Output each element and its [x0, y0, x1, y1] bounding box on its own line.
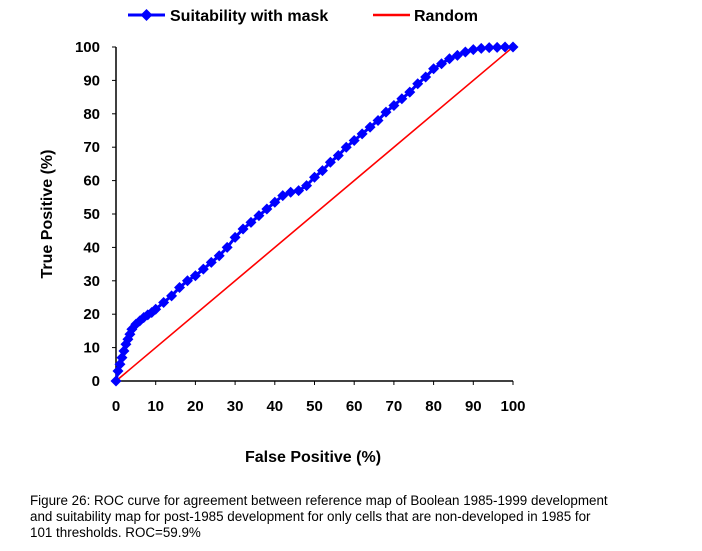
data-point-suitability-with-mask: [396, 93, 408, 105]
caption-line: 101 thresholds. ROC=59.9%: [30, 525, 201, 540]
legend-label-suitability: Suitability with mask: [170, 8, 328, 25]
data-point-suitability-with-mask: [245, 216, 257, 228]
data-point-suitability-with-mask: [269, 196, 281, 208]
data-point-suitability-with-mask: [158, 297, 170, 309]
data-point-suitability-with-mask: [459, 46, 471, 58]
x-tick-label: 70: [386, 398, 403, 415]
data-point-suitability-with-mask: [166, 290, 178, 302]
caption-line: Figure 26: ROC curve for agreement betwe…: [30, 493, 608, 508]
y-tick-label: 0: [92, 373, 100, 390]
x-tick-label: 90: [465, 398, 482, 415]
x-tick-label: 10: [147, 398, 164, 415]
data-point-suitability-with-mask: [467, 44, 479, 56]
y-tick-label: 60: [83, 173, 100, 190]
data-point-suitability-with-mask: [221, 241, 233, 253]
data-point-suitability-with-mask: [420, 71, 432, 83]
y-axis-title: True Positive (%): [39, 150, 56, 279]
data-point-suitability-with-mask: [491, 41, 503, 53]
data-point-suitability-with-mask: [301, 180, 313, 192]
y-tick-label: 10: [83, 340, 100, 357]
x-tick-label: 0: [112, 398, 120, 415]
data-point-suitability-with-mask: [443, 53, 455, 65]
data-point-suitability-with-mask: [499, 41, 511, 53]
data-point-suitability-with-mask: [507, 41, 519, 53]
data-point-suitability-with-mask: [197, 263, 209, 275]
series-line-random: [115, 46, 514, 382]
x-tick-label: 50: [306, 398, 323, 415]
x-tick-label: 60: [346, 398, 363, 415]
data-point-suitability-with-mask: [316, 165, 328, 177]
data-point-suitability-with-mask: [261, 203, 273, 215]
data-point-suitability-with-mask: [189, 270, 201, 282]
figure-caption: Figure 26: ROC curve for agreement betwe…: [30, 493, 695, 541]
data-point-suitability-with-mask: [237, 223, 249, 235]
data-point-suitability-with-mask: [150, 303, 162, 315]
data-point-suitability-with-mask: [372, 114, 384, 126]
legend-marker-suitability: [140, 9, 153, 21]
data-point-suitability-with-mask: [451, 49, 463, 61]
data-point-suitability-with-mask: [483, 42, 495, 54]
data-point-suitability-with-mask: [277, 190, 289, 202]
data-point-suitability-with-mask: [285, 186, 297, 198]
data-point-suitability-with-mask: [229, 231, 241, 243]
data-point-suitability-with-mask: [181, 275, 193, 287]
data-point-suitability-with-mask: [364, 121, 376, 133]
x-tick-label: 30: [227, 398, 244, 415]
x-tick-label: 80: [425, 398, 442, 415]
series-layer: [110, 41, 519, 387]
data-point-suitability-with-mask: [436, 58, 448, 70]
y-tick-label: 20: [83, 306, 100, 323]
legend-label-random: Random: [414, 8, 478, 25]
data-point-suitability-with-mask: [475, 42, 487, 54]
data-point-suitability-with-mask: [332, 150, 344, 162]
y-tick-label: 70: [83, 139, 100, 156]
y-tick-label: 50: [83, 206, 100, 223]
x-axis-title: False Positive (%): [245, 449, 381, 466]
caption-line: and suitability map for post-1985 develo…: [30, 509, 591, 524]
y-tick-label: 90: [83, 72, 100, 89]
data-point-suitability-with-mask: [340, 141, 352, 153]
data-point-suitability-with-mask: [348, 135, 360, 147]
data-point-suitability-with-mask: [309, 171, 320, 183]
data-point-suitability-with-mask: [324, 156, 336, 168]
legend: Suitability with mask Random: [128, 8, 478, 25]
data-point-suitability-with-mask: [253, 210, 265, 222]
y-tick-label: 30: [83, 273, 100, 290]
data-point-suitability-with-mask: [380, 106, 392, 118]
data-point-suitability-with-mask: [213, 250, 225, 262]
y-tick-label: 40: [83, 239, 100, 256]
axis-ticks: 0 10 20 30 40 50 60 70 80 90 100 0 10 20 30 40 50 60 70 80 9…: [75, 39, 526, 415]
roc-chart: Suitability with mask Random 0 10 20 30 40 50…: [39, 8, 526, 466]
y-tick-label: 100: [75, 39, 100, 56]
data-point-suitability-with-mask: [205, 256, 217, 268]
data-point-suitability-with-mask: [174, 281, 186, 293]
data-point-suitability-with-mask: [404, 86, 416, 98]
data-point-suitability-with-mask: [412, 78, 424, 90]
x-tick-label: 20: [187, 398, 204, 415]
y-tick-label: 80: [83, 106, 100, 123]
data-point-suitability-with-mask: [356, 128, 368, 140]
data-point-suitability-with-mask: [428, 63, 440, 75]
x-tick-label: 40: [266, 398, 283, 415]
data-point-suitability-with-mask: [388, 99, 400, 111]
data-point-suitability-with-mask: [293, 185, 305, 197]
x-tick-label: 100: [500, 398, 525, 415]
data-point-suitability-with-mask: [110, 375, 122, 387]
